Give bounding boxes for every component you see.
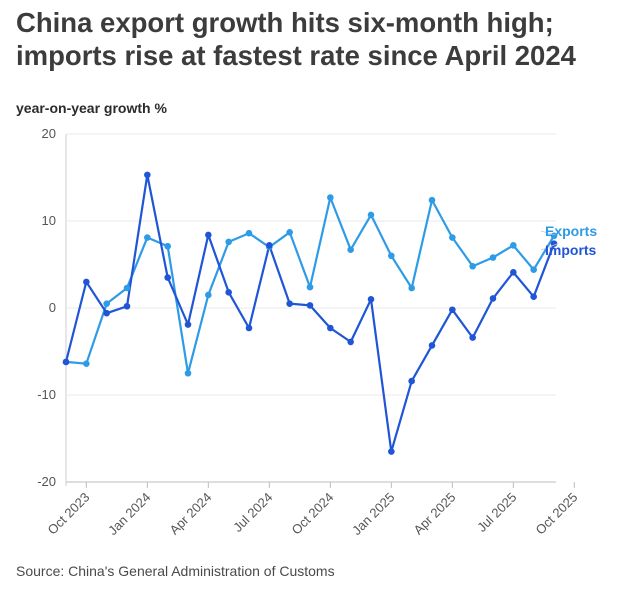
x-tick-label: Jan 2025	[349, 490, 397, 538]
imports-line	[64, 173, 556, 453]
exports-point	[408, 284, 415, 292]
imports-point	[205, 231, 212, 239]
imports-point	[103, 309, 110, 317]
imports-point	[510, 269, 517, 276]
imports-point	[164, 274, 171, 281]
imports-point	[327, 324, 334, 332]
imports-point	[530, 293, 537, 300]
imports-point	[347, 338, 354, 346]
imports-point	[286, 300, 293, 307]
exports-leader-line	[540, 230, 559, 237]
y-tick-label: 20	[42, 126, 56, 141]
exports-point	[327, 194, 334, 201]
imports-point	[266, 242, 273, 249]
source-note: Source: China's General Administration o…	[16, 563, 335, 579]
exports-point	[144, 234, 151, 241]
y-tick-label: 0	[49, 300, 56, 315]
exports-point	[347, 246, 354, 254]
imports-legend-label: Imports	[545, 242, 597, 258]
imports-point	[469, 334, 476, 341]
exports-point	[123, 284, 131, 292]
chart-title: China export growth hits six-month high;…	[16, 7, 576, 71]
imports-point	[306, 302, 314, 309]
y-axis-label: year-on-year growth %	[16, 100, 167, 116]
x-tick-label: Jul 2025	[474, 490, 519, 535]
imports-point	[550, 240, 558, 247]
imports-point	[123, 302, 131, 310]
exports-point	[103, 300, 110, 307]
x-tick-label: Apr 2024	[167, 490, 215, 538]
imports-point	[489, 295, 497, 302]
exports-point	[449, 234, 456, 241]
exports-point	[306, 283, 314, 291]
exports-point	[286, 229, 293, 236]
imports-point	[408, 377, 415, 385]
exports-point	[205, 291, 212, 299]
x-tick-label: Oct 2025	[533, 490, 581, 538]
exports-point	[164, 242, 171, 250]
exports-point	[367, 211, 375, 219]
imports-leader-line	[540, 243, 559, 251]
exports-point	[225, 238, 232, 246]
exports-point	[388, 252, 395, 260]
x-tick-label: Apr 2025	[411, 490, 459, 538]
exports-point	[245, 229, 253, 237]
imports-point	[184, 321, 192, 328]
exports-point	[489, 254, 497, 261]
imports-point	[388, 448, 395, 455]
exports-point	[469, 262, 476, 270]
x-tick-label: Oct 2023	[45, 490, 93, 538]
x-tick-label: Jan 2024	[105, 490, 153, 538]
exports-point	[184, 369, 192, 377]
imports-point	[428, 342, 436, 349]
imports-point	[62, 358, 70, 366]
x-tick-label: Jul 2024	[230, 490, 275, 535]
exports-point	[530, 266, 537, 274]
exports-point	[510, 242, 517, 249]
imports-point	[245, 324, 253, 332]
y-tick-label: -10	[37, 387, 56, 402]
imports-point	[144, 171, 151, 179]
imports-point	[367, 296, 375, 303]
imports-point	[225, 289, 232, 296]
x-tick-label: Oct 2024	[289, 490, 337, 538]
exports-point	[83, 360, 90, 367]
imports-point	[83, 278, 90, 286]
exports-legend-label: Exports	[545, 223, 597, 239]
imports-point	[449, 306, 456, 314]
y-tick-label: 10	[42, 213, 56, 228]
y-tick-label: -20	[37, 474, 56, 489]
exports-point	[428, 196, 436, 204]
